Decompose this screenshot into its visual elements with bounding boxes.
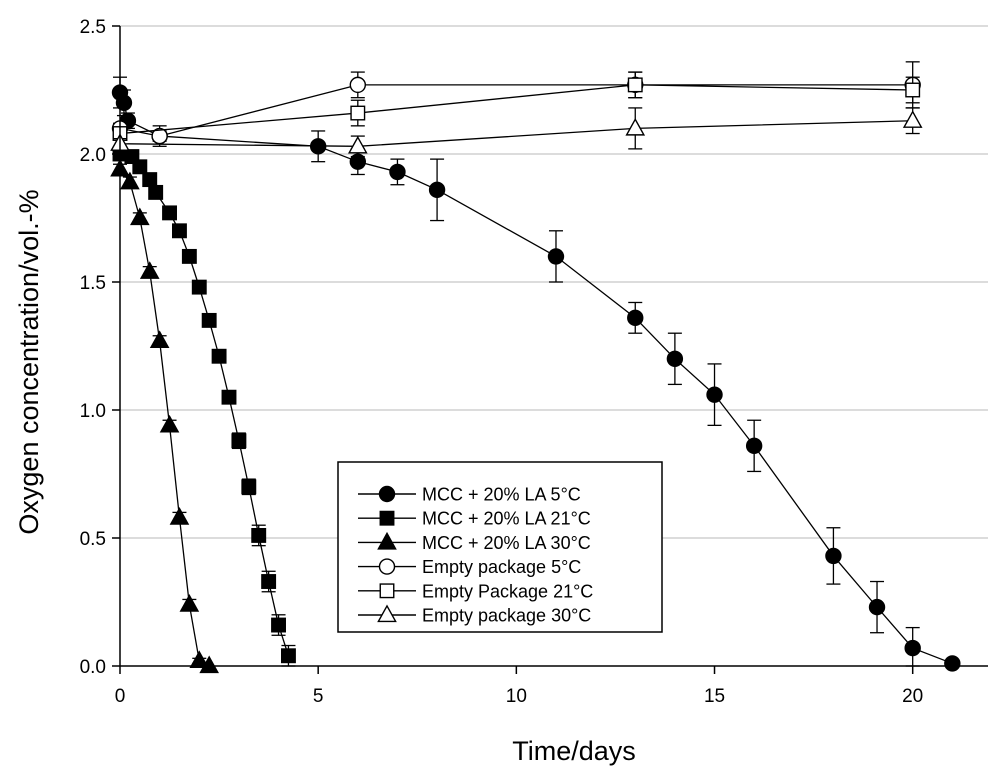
data-point bbox=[666, 350, 684, 367]
axes bbox=[112, 25, 988, 674]
legend-marker bbox=[377, 604, 397, 623]
data-point bbox=[241, 479, 257, 495]
legend-marker bbox=[377, 531, 397, 550]
data-point bbox=[280, 648, 296, 664]
series-4 bbox=[111, 61, 921, 145]
data-point bbox=[868, 598, 886, 616]
series-line bbox=[119, 120, 913, 147]
legend-item: MCC + 20% LA 30°C bbox=[358, 531, 591, 553]
data-point bbox=[162, 205, 177, 221]
series-3 bbox=[110, 158, 219, 674]
x-tick-label: 5 bbox=[313, 686, 324, 707]
data-point bbox=[181, 248, 197, 264]
data-point bbox=[389, 163, 406, 181]
y-tick-label: 2.0 bbox=[80, 145, 106, 166]
x-tick-label: 10 bbox=[506, 686, 527, 707]
data-point bbox=[271, 617, 286, 633]
data-point bbox=[159, 414, 180, 433]
legend-item: MCC + 20% LA 5°C bbox=[358, 485, 581, 505]
legend-item: MCC + 20% LA 21°C bbox=[358, 509, 591, 529]
data-point bbox=[199, 655, 219, 674]
data-point bbox=[904, 639, 921, 657]
data-point bbox=[706, 386, 723, 403]
legend-marker bbox=[379, 583, 395, 599]
data-point bbox=[148, 184, 164, 200]
series-line bbox=[119, 168, 210, 667]
y-axis-label: Oxygen concentration/vol.-% bbox=[14, 189, 44, 534]
y-tick-label: 0.0 bbox=[80, 657, 106, 678]
data-point bbox=[625, 117, 646, 136]
data-point bbox=[825, 547, 842, 565]
legend-label: Empty package 30°C bbox=[422, 606, 591, 626]
legend-label: MCC + 20% LA 21°C bbox=[422, 509, 591, 529]
data-point bbox=[130, 207, 150, 226]
data-point bbox=[189, 650, 210, 669]
y-tick-label: 1.5 bbox=[80, 273, 106, 294]
data-point bbox=[201, 312, 217, 328]
data-point bbox=[211, 348, 227, 364]
legend-item: Empty Package 21°C bbox=[358, 581, 593, 601]
data-point bbox=[745, 437, 763, 455]
data-point bbox=[120, 171, 140, 190]
data-point bbox=[428, 181, 446, 199]
x-axis-label: Time/days bbox=[512, 736, 636, 766]
x-tick-label: 20 bbox=[902, 686, 923, 707]
data-point bbox=[349, 76, 367, 94]
series-2 bbox=[112, 146, 296, 667]
legend-marker bbox=[379, 510, 395, 526]
series-layer bbox=[110, 61, 961, 674]
data-point bbox=[350, 105, 366, 121]
tick-labels: 0.0 0.5 1.0 1.5 2.0 2.5 0 5 10 15 20 bbox=[80, 17, 924, 707]
series-line bbox=[119, 84, 913, 135]
legend-item: Empty package 5°C bbox=[358, 557, 581, 577]
data-point bbox=[142, 172, 158, 188]
legend-label: MCC + 20% LA 5°C bbox=[422, 485, 581, 505]
data-point bbox=[627, 77, 643, 93]
legend-label: Empty Package 21°C bbox=[422, 581, 593, 601]
data-point bbox=[627, 309, 644, 327]
data-point bbox=[179, 594, 200, 612]
legend-marker bbox=[378, 558, 396, 575]
data-point bbox=[251, 527, 267, 543]
data-point bbox=[169, 507, 190, 525]
data-point bbox=[547, 248, 565, 265]
data-point bbox=[905, 82, 921, 98]
x-tick-label: 15 bbox=[704, 686, 725, 707]
data-point bbox=[231, 433, 247, 449]
series-5 bbox=[112, 71, 921, 141]
series-line bbox=[119, 84, 913, 137]
legend-item: Empty package 30°C bbox=[358, 604, 591, 626]
data-point bbox=[172, 223, 187, 239]
data-point bbox=[902, 110, 923, 128]
data-point bbox=[132, 159, 148, 175]
data-point bbox=[261, 574, 277, 589]
data-point bbox=[139, 261, 160, 279]
legend-label: Empty package 5°C bbox=[422, 557, 581, 577]
y-tick-label: 2.5 bbox=[80, 17, 106, 38]
y-tick-label: 1.0 bbox=[80, 401, 106, 422]
data-point bbox=[191, 279, 207, 295]
data-point bbox=[115, 94, 133, 112]
data-point bbox=[347, 135, 368, 154]
data-point bbox=[149, 330, 170, 349]
y-tick-label: 0.5 bbox=[80, 529, 106, 550]
legend-marker bbox=[378, 485, 396, 503]
data-point bbox=[221, 389, 237, 405]
x-tick-label: 0 bbox=[115, 686, 126, 707]
series-6 bbox=[110, 107, 923, 158]
legend: MCC + 20% LA 5°C MCC + 20% LA 21°C MCC + 2… bbox=[337, 461, 663, 633]
legend-label: MCC + 20% LA 30°C bbox=[422, 533, 591, 553]
data-point bbox=[944, 655, 961, 672]
